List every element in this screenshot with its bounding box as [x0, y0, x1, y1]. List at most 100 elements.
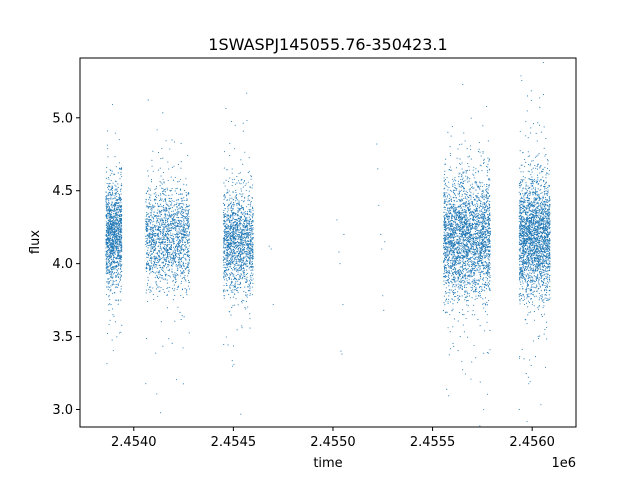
data-point — [163, 230, 165, 232]
data-point — [119, 225, 121, 227]
data-point — [160, 277, 162, 279]
data-point — [178, 232, 180, 234]
data-point — [249, 248, 251, 250]
data-point — [162, 257, 164, 259]
data-point — [252, 266, 254, 268]
data-point — [163, 258, 165, 260]
data-point — [228, 277, 231, 280]
data-point — [252, 254, 254, 256]
data-point — [248, 213, 250, 215]
data-point — [147, 254, 149, 256]
data-point — [164, 241, 166, 243]
data-point — [226, 169, 228, 171]
data-point — [182, 347, 184, 349]
data-point — [235, 256, 237, 258]
data-point — [146, 227, 149, 230]
data-point — [119, 279, 122, 281]
data-point — [109, 290, 111, 292]
data-point — [175, 228, 177, 230]
data-point — [151, 210, 153, 212]
data-point — [115, 244, 117, 246]
data-point — [180, 260, 183, 262]
data-point — [251, 251, 253, 253]
data-point — [243, 270, 245, 272]
data-point — [146, 289, 148, 291]
data-point — [237, 240, 239, 242]
data-point — [174, 223, 176, 225]
data-point — [231, 207, 233, 209]
data-point — [108, 272, 110, 274]
data-point — [174, 260, 176, 262]
data-point — [117, 264, 119, 266]
data-point — [238, 269, 240, 271]
data-point — [121, 243, 123, 245]
data-point — [227, 260, 229, 262]
data-point — [466, 277, 468, 279]
data-point — [165, 215, 167, 217]
data-point — [118, 139, 120, 141]
data-point — [152, 263, 154, 265]
data-point — [158, 223, 161, 225]
data-point — [160, 249, 162, 251]
data-point — [106, 363, 108, 365]
data-point — [223, 275, 225, 277]
data-point — [118, 264, 120, 266]
data-point — [246, 230, 248, 232]
data-point — [478, 291, 480, 294]
data-point — [116, 205, 118, 207]
data-point — [188, 288, 190, 290]
data-point — [163, 228, 165, 230]
data-point — [163, 243, 165, 245]
data-point — [177, 250, 179, 252]
data-point — [108, 224, 110, 226]
data-point — [179, 193, 181, 195]
data-point — [180, 216, 182, 219]
data-point — [112, 273, 114, 275]
data-point — [250, 242, 252, 245]
data-point — [448, 239, 450, 241]
data-point — [110, 270, 112, 272]
data-point — [250, 237, 252, 239]
data-point — [229, 247, 232, 249]
data-point — [176, 192, 178, 194]
data-point — [233, 237, 235, 240]
data-point — [146, 260, 149, 262]
data-point — [116, 188, 118, 190]
data-point — [152, 239, 154, 242]
data-point — [178, 228, 180, 230]
data-point — [119, 238, 121, 240]
data-point — [452, 183, 454, 185]
data-point — [226, 232, 229, 234]
data-point — [242, 186, 244, 188]
data-point — [147, 243, 149, 245]
data-point — [486, 105, 488, 108]
data-point — [226, 211, 228, 213]
data-point — [113, 253, 115, 255]
data-point — [117, 219, 119, 221]
data-point — [241, 267, 243, 269]
data-point — [107, 283, 109, 285]
data-point — [119, 211, 121, 214]
data-point — [169, 248, 171, 250]
data-point — [223, 237, 225, 239]
data-point — [246, 244, 248, 246]
data-point — [465, 317, 467, 320]
data-point — [118, 243, 120, 246]
data-point — [240, 207, 242, 210]
data-point — [171, 218, 173, 220]
data-point — [240, 179, 242, 181]
data-point — [165, 194, 167, 196]
data-point — [170, 255, 172, 257]
data-point — [443, 284, 445, 286]
data-point — [479, 278, 481, 280]
data-point — [172, 280, 174, 282]
data-point — [118, 218, 121, 220]
data-point — [157, 221, 159, 224]
data-point — [118, 162, 120, 164]
data-point — [186, 290, 188, 292]
data-point — [244, 246, 246, 249]
data-point — [236, 264, 238, 267]
data-point — [160, 247, 162, 249]
data-point — [180, 265, 182, 267]
data-point — [470, 289, 472, 291]
